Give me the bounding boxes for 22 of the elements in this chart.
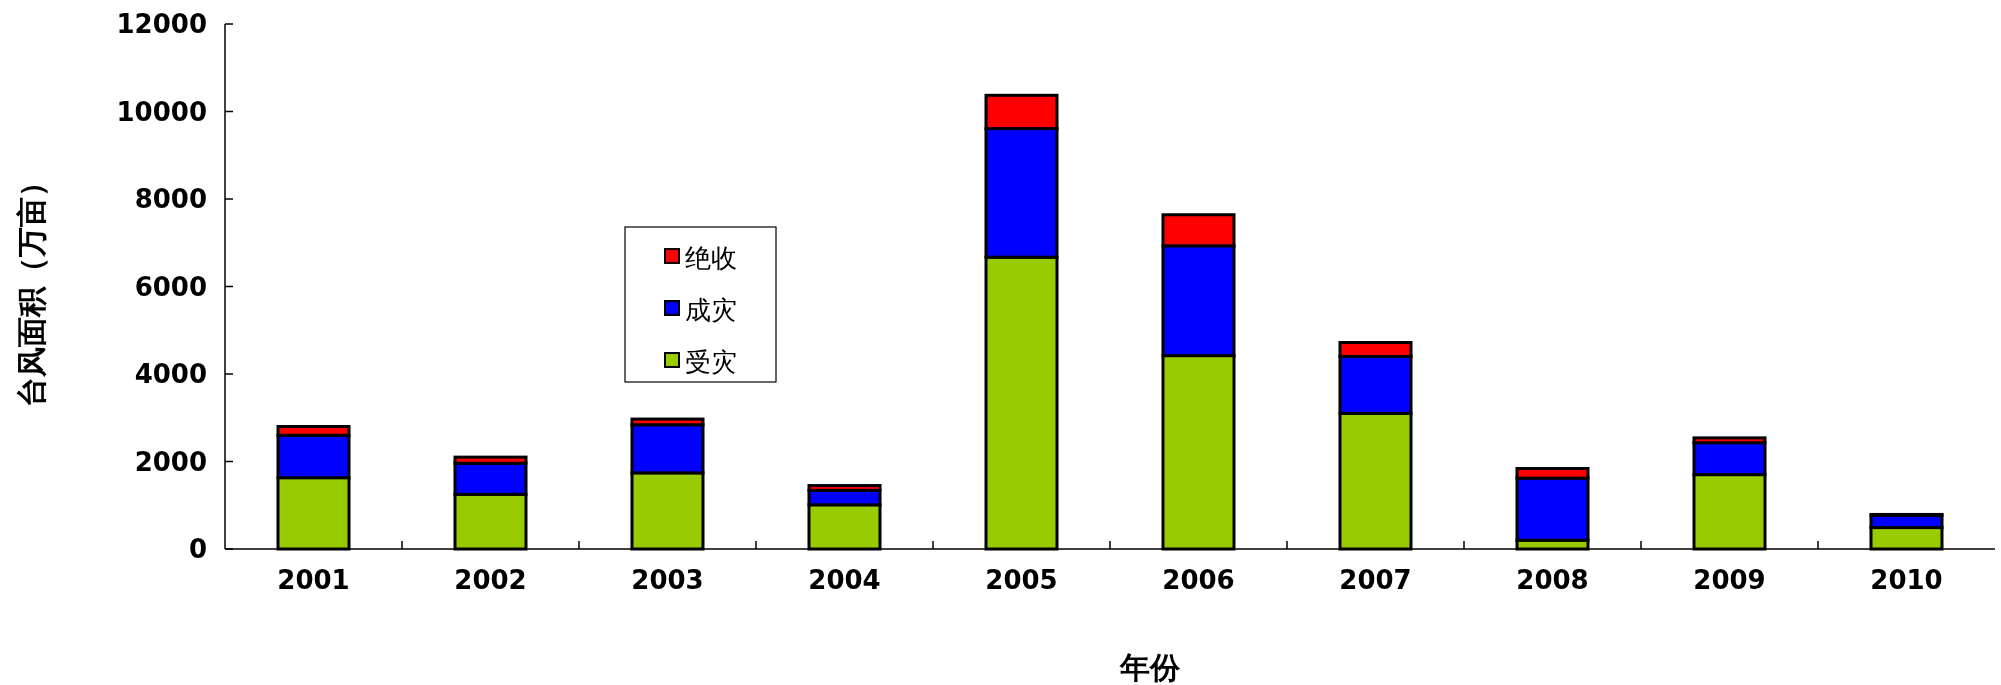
y-tick-label: 2000 (134, 446, 207, 477)
x-tick-label: 2007 (1339, 565, 1412, 595)
x-tick-label: 2010 (1870, 565, 1943, 595)
y-tick-label: 6000 (134, 271, 207, 302)
legend-label: 成灾 (685, 295, 737, 325)
legend-label: 受灾 (685, 347, 737, 377)
y-tick-label: 0 (188, 534, 207, 564)
x-tick-label: 2006 (1162, 565, 1235, 595)
x-tick-label: 2001 (277, 565, 350, 595)
y-tick-label: 10000 (116, 96, 207, 127)
x-tick-label: 2004 (808, 565, 881, 595)
x-tick-label: 2002 (454, 565, 527, 595)
legend-label: 绝收 (685, 243, 737, 273)
x-tick-label: 2005 (985, 565, 1058, 595)
x-tick-label: 2009 (1693, 565, 1766, 595)
y-axis-title: 台风面积（万亩） (14, 166, 49, 407)
x-tick-label: 2008 (1516, 565, 1589, 595)
x-tick-label: 2003 (631, 565, 704, 595)
y-tick-label: 12000 (116, 9, 207, 39)
x-axis-title: 年份 (1119, 650, 1181, 685)
y-tick-label: 8000 (134, 184, 207, 214)
y-tick-label: 4000 (134, 359, 207, 389)
